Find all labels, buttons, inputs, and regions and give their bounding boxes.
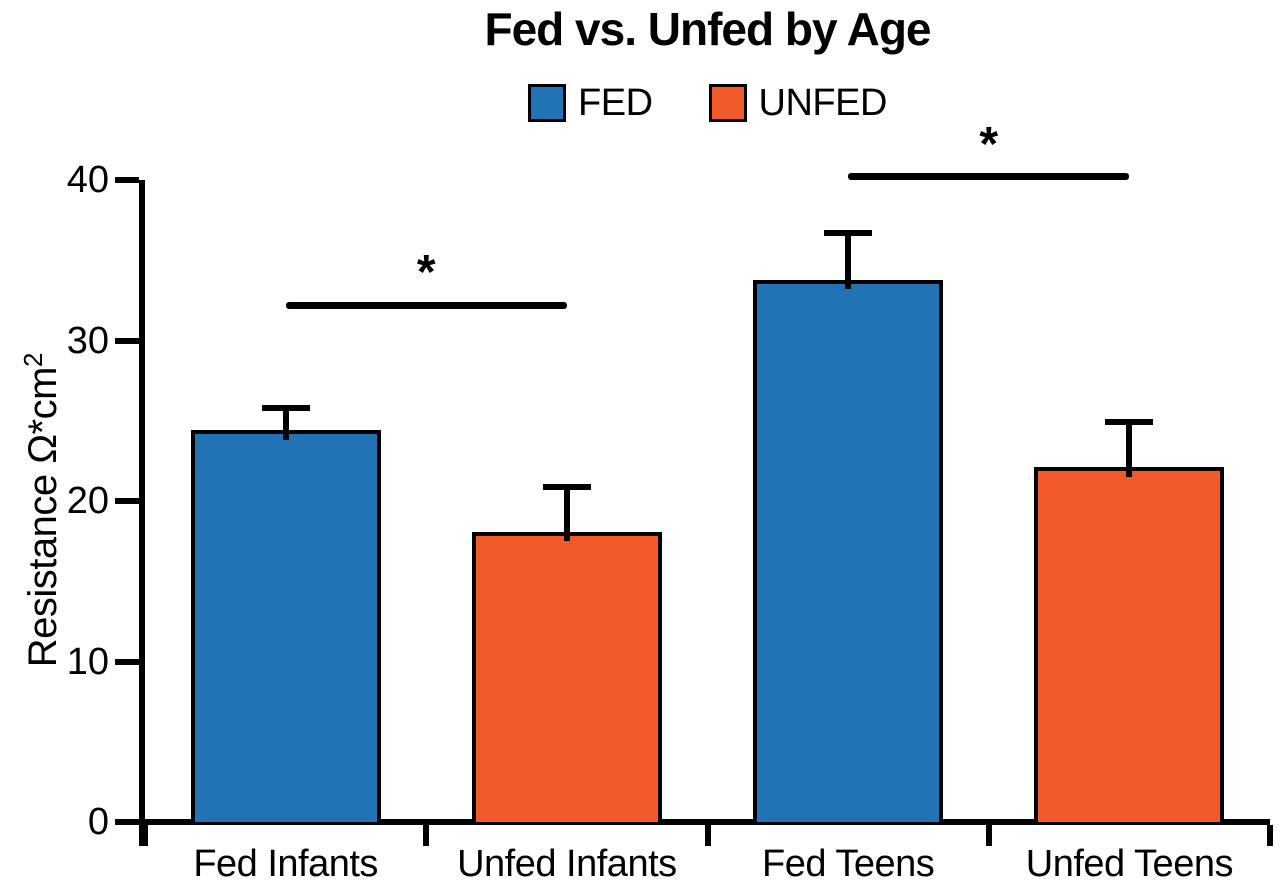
y-tick-label-10: 10 (66, 640, 109, 683)
bar-unfed-infants (471, 531, 662, 822)
y-tick-10 (115, 658, 139, 665)
x-tick-4 (1267, 825, 1273, 846)
error-bar-whisker-fed-teens (845, 232, 852, 290)
x-axis-line (139, 819, 1270, 825)
error-bar-cap-unfed-infants (542, 483, 591, 490)
error-bar-whisker-unfed-teens (1126, 422, 1133, 478)
y-tick-30 (115, 337, 139, 344)
legend-swatch-fed (528, 84, 567, 122)
legend-item-unfed: UNFED (708, 82, 888, 124)
legend-label-fed: FED (578, 82, 653, 124)
y-tick-label-20: 20 (66, 480, 109, 522)
legend-swatch-unfed (708, 84, 747, 122)
y-tick-label-0: 0 (87, 801, 109, 843)
legend-label-unfed: UNFED (758, 82, 888, 124)
y-tick-label-30: 30 (66, 319, 109, 362)
x-category-label-fed-infants: Fed Infants (193, 843, 378, 885)
y-axis-line (139, 180, 145, 846)
significance-asterisk-1: * (416, 246, 436, 300)
y-tick-0 (115, 819, 139, 825)
x-category-label-unfed-infants: Unfed Infants (457, 843, 677, 885)
error-bar-cap-fed-infants (261, 404, 310, 411)
bar-fed-teens (753, 279, 944, 822)
x-tick-3 (985, 825, 992, 846)
error-bar-whisker-fed-infants (282, 407, 289, 441)
y-tick-20 (115, 498, 139, 504)
significance-asterisk-2: * (979, 117, 999, 171)
bar-unfed-teens (1034, 467, 1225, 822)
error-bar-cap-fed-teens (824, 229, 873, 236)
legend: FED UNFED (145, 84, 1270, 122)
x-category-label-fed-teens: Fed Teens (761, 843, 935, 885)
x-tick-1 (423, 825, 430, 846)
legend-item-fed: FED (528, 84, 653, 122)
bar-fed-infants (190, 430, 381, 822)
y-tick-40 (115, 177, 139, 183)
y-tick-label-40: 40 (66, 159, 109, 201)
x-tick-2 (704, 825, 711, 846)
error-bar-whisker-unfed-infants (563, 486, 570, 542)
error-bar-cap-unfed-teens (1105, 419, 1154, 426)
plot-area: 0 10 20 30 40 Fed Infants Unfed Infants Fed Tee… (67, 120, 1273, 885)
x-category-label-unfed-teens: Unfed Teens (1025, 843, 1234, 885)
x-tick-0 (142, 825, 148, 846)
significance-line-2 (848, 173, 1130, 181)
significance-line-1 (285, 301, 567, 309)
chart-title: Fed vs. Unfed by Age (484, 3, 931, 55)
